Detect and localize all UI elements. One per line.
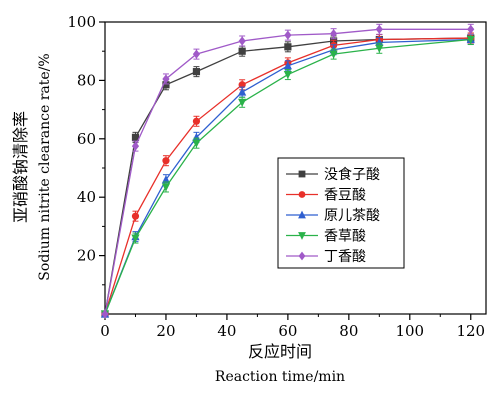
axes: 0 20 40 60 80 100 120 20 40 60 80 100	[67, 13, 487, 340]
legend-label: 丁香酸	[324, 249, 366, 265]
data-point	[283, 61, 292, 70]
series-5	[101, 23, 475, 319]
data-point	[192, 117, 201, 125]
x-tick-label: 20	[156, 322, 175, 340]
data-point	[162, 81, 170, 89]
legend-label: 香草酸	[324, 229, 366, 245]
y-tick-label: 60	[77, 130, 96, 148]
y-tick-label: 40	[77, 188, 96, 206]
data-point	[131, 234, 140, 243]
data-point	[131, 141, 140, 151]
axis-titles: 反应时间 Reaction time/min 亚硝酸钠清除率 Sodium ni…	[11, 53, 345, 385]
x-tick-label: 80	[339, 322, 358, 340]
series-4	[100, 34, 475, 319]
legend-entry: 原儿茶酸	[286, 208, 380, 224]
x-tick-label: 120	[456, 322, 485, 340]
x-tick-label: 60	[278, 322, 297, 340]
x-axis-title-en: Reaction time/min	[215, 369, 345, 385]
data-point	[238, 98, 247, 107]
data-point	[375, 44, 384, 53]
data-point	[131, 133, 140, 141]
series-layer	[100, 23, 475, 319]
y-axis-title-en: Sodium nitrite clearance rate/%	[37, 53, 53, 280]
y-tick-label: 20	[77, 247, 96, 265]
data-point	[375, 24, 383, 34]
legend-entry: 香豆酸	[286, 188, 366, 204]
data-point	[192, 132, 201, 141]
legend-label: 原儿茶酸	[324, 208, 380, 224]
data-point	[467, 24, 475, 34]
data-point	[162, 157, 170, 165]
data-point	[284, 30, 292, 40]
data-point	[238, 87, 247, 96]
x-tick-label: 100	[395, 322, 424, 340]
x-axis-title-cn: 反应时间	[248, 342, 312, 361]
y-tick-label: 100	[67, 13, 96, 31]
data-point	[161, 175, 171, 184]
legend-entry: 香草酸	[286, 229, 366, 245]
data-point	[284, 43, 292, 51]
legend-entry: 没食子酸	[286, 166, 380, 183]
data-point	[192, 139, 201, 148]
x-tick-label: 0	[100, 322, 110, 340]
data-point	[298, 191, 306, 198]
data-point	[192, 68, 201, 76]
data-point	[330, 29, 338, 39]
y-axis-title-cn: 亚硝酸钠清除率	[11, 111, 30, 223]
data-point	[238, 47, 246, 55]
x-tick-label: 40	[217, 322, 236, 340]
data-point	[298, 251, 306, 261]
data-point	[298, 232, 306, 240]
data-point	[131, 212, 140, 220]
data-point	[238, 36, 246, 46]
data-point	[283, 70, 292, 80]
legend-label: 香豆酸	[324, 188, 366, 204]
data-point	[466, 35, 475, 45]
legend-label: 没食子酸	[324, 166, 380, 183]
data-point	[329, 50, 338, 59]
data-point	[192, 49, 201, 59]
data-point	[161, 183, 171, 192]
y-tick-label: 80	[77, 71, 96, 89]
data-point	[101, 309, 109, 319]
legend-entry: 丁香酸	[286, 249, 366, 265]
data-point	[298, 210, 306, 219]
data-point	[298, 170, 306, 178]
data-point	[162, 74, 170, 84]
data-point	[375, 37, 384, 47]
